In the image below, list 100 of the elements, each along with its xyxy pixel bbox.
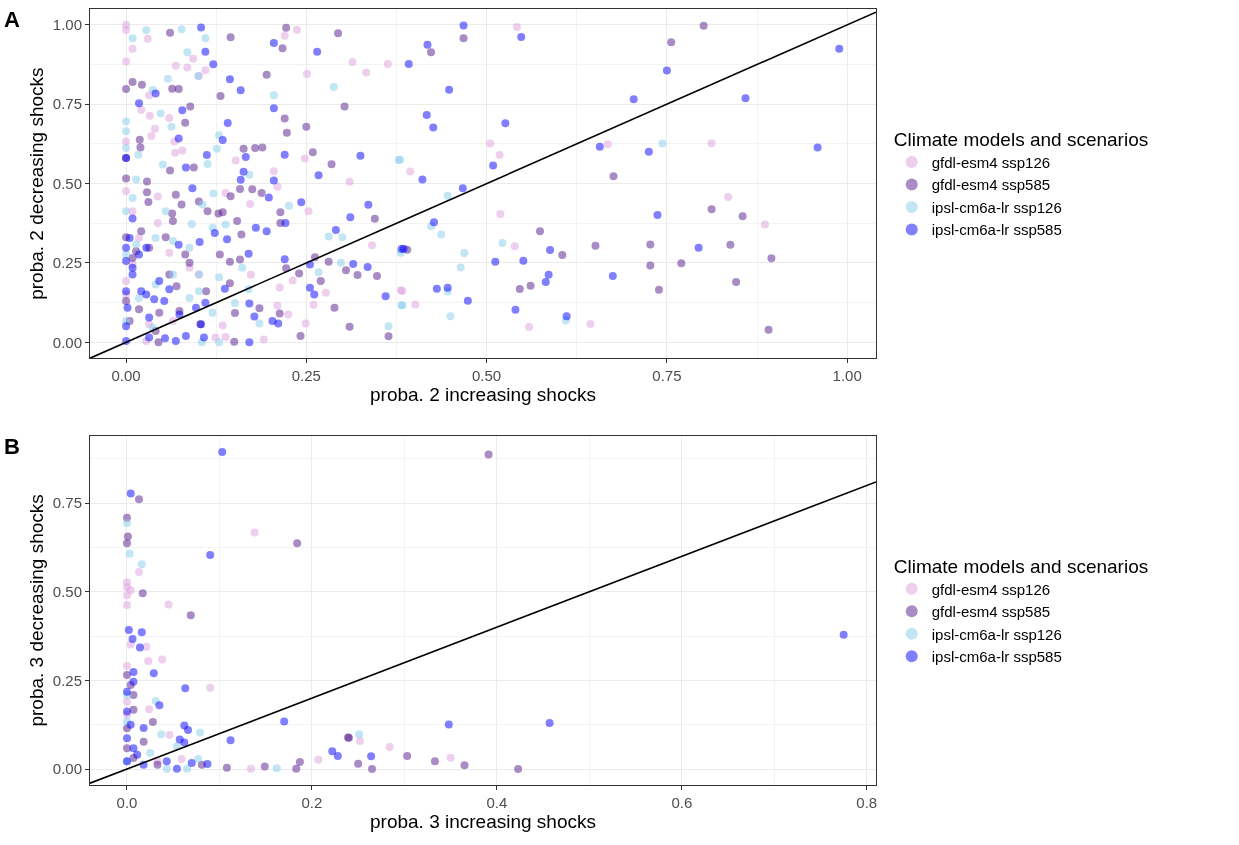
x-tick-label: 0.2 xyxy=(301,794,323,811)
legend-label: ipsl-cm6a-lr ssp585 xyxy=(931,648,1062,666)
y-tick-label: 1.00 xyxy=(52,16,82,34)
point xyxy=(218,448,227,457)
point xyxy=(177,755,186,764)
point xyxy=(250,528,259,537)
point xyxy=(129,677,138,686)
legend-label: ipsl-cm6a-lr ssp585 xyxy=(931,221,1062,239)
x-tick-label: 0.8 xyxy=(856,794,878,811)
point xyxy=(138,589,147,598)
point xyxy=(292,764,301,773)
x-tick-label: 1.00 xyxy=(832,367,862,385)
legend-label: gfdl-esm4 ssp126 xyxy=(931,153,1051,171)
point xyxy=(126,720,135,729)
legend-label: gfdl-esm4 ssp585 xyxy=(931,603,1051,621)
point xyxy=(142,642,151,651)
point xyxy=(122,661,131,670)
point xyxy=(367,752,376,761)
y-tick-label: 0.00 xyxy=(52,760,82,778)
point xyxy=(172,742,181,751)
y-tick-label: 0.50 xyxy=(52,583,82,601)
y-tick-label: 0.25 xyxy=(52,671,82,689)
point xyxy=(123,532,132,541)
y-axis-title: proba. 2 decreasing shocks xyxy=(25,67,47,300)
legend-label: ipsl-cm6a-lr ssp126 xyxy=(931,625,1062,643)
x-tick-label: 0.4 xyxy=(486,794,508,811)
legend-title: Climate models and scenarios xyxy=(893,128,1149,150)
point xyxy=(146,749,155,758)
x-tick-label: 0.25 xyxy=(291,367,321,385)
y-axis-title: proba. 3 decreasing shocks xyxy=(25,494,47,727)
point xyxy=(155,701,164,710)
point xyxy=(354,759,363,768)
point xyxy=(126,586,135,595)
y-tick-label: 0.50 xyxy=(52,174,82,192)
point xyxy=(356,737,365,746)
point xyxy=(222,763,231,772)
point xyxy=(203,760,212,769)
x-tick-label: 0.75 xyxy=(652,367,682,385)
point xyxy=(333,751,342,760)
point xyxy=(158,655,167,664)
y-tick-label: 0.75 xyxy=(52,95,82,113)
point xyxy=(126,489,135,498)
point xyxy=(139,723,148,732)
point xyxy=(272,764,281,773)
point xyxy=(128,634,137,643)
y-tick-label: 0.00 xyxy=(52,333,82,351)
point xyxy=(184,726,193,735)
legend-label: gfdl-esm4 ssp126 xyxy=(931,580,1051,598)
point xyxy=(125,549,134,558)
point xyxy=(484,450,493,459)
point xyxy=(460,761,469,770)
point xyxy=(183,764,192,773)
point xyxy=(122,591,131,600)
x-tick-label: 0.0 xyxy=(116,794,138,811)
point xyxy=(149,669,158,678)
point xyxy=(839,630,848,639)
point xyxy=(135,567,144,576)
point xyxy=(172,764,181,773)
point xyxy=(196,728,205,737)
point xyxy=(129,690,138,699)
point xyxy=(385,743,394,752)
point xyxy=(187,759,196,768)
point xyxy=(162,757,171,766)
point xyxy=(133,750,142,759)
point xyxy=(124,626,133,635)
point xyxy=(293,539,302,548)
point xyxy=(246,764,255,773)
point xyxy=(165,731,174,740)
point xyxy=(514,765,523,774)
point xyxy=(137,628,146,637)
point xyxy=(162,764,171,773)
point xyxy=(206,550,215,559)
x-tick-label: 0.50 xyxy=(472,367,502,385)
point xyxy=(226,736,235,745)
legend-title: Climate models and scenarios xyxy=(893,555,1149,577)
point xyxy=(157,730,166,739)
legend-label: gfdl-esm4 ssp585 xyxy=(931,176,1051,194)
point xyxy=(129,667,138,676)
point xyxy=(194,755,203,764)
point xyxy=(186,611,195,620)
point xyxy=(280,717,289,726)
point xyxy=(122,539,131,548)
point xyxy=(181,684,190,693)
point xyxy=(122,734,131,743)
x-tick-label: 0.00 xyxy=(111,367,141,385)
point xyxy=(122,744,131,753)
point xyxy=(122,519,131,528)
point xyxy=(122,671,131,680)
point xyxy=(446,753,455,762)
point xyxy=(403,751,412,760)
point xyxy=(355,730,364,739)
point xyxy=(135,643,144,652)
point xyxy=(139,737,148,746)
point xyxy=(314,755,323,764)
text: A xyxy=(4,7,20,32)
point xyxy=(144,656,153,665)
y-tick-label: 0.25 xyxy=(52,254,82,272)
point xyxy=(122,600,131,609)
point xyxy=(148,717,157,726)
x-axis-title: proba. 2 increasing shocks xyxy=(369,384,597,406)
